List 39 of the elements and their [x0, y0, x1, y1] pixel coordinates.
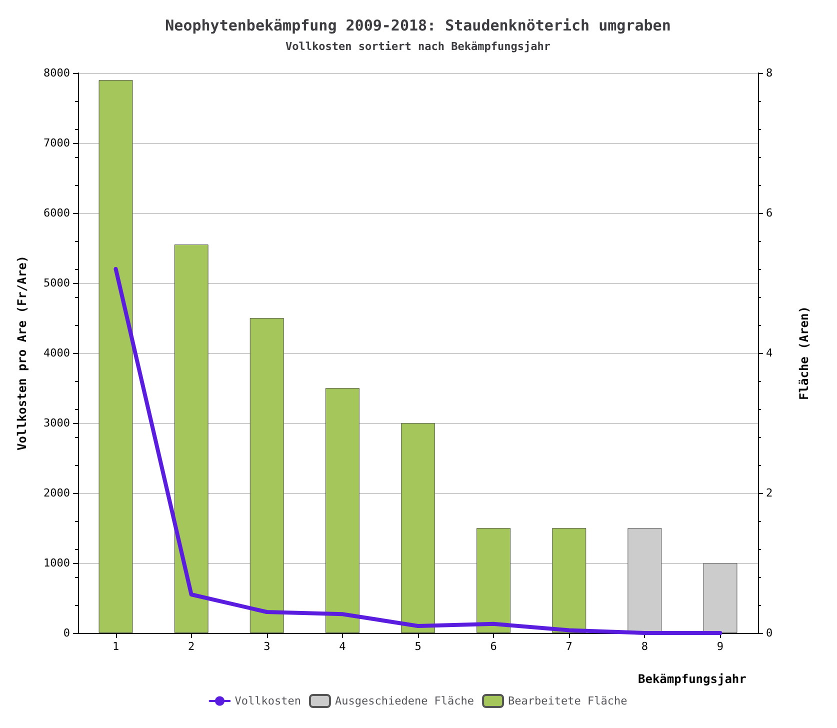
- y-axis-title: Vollkosten pro Are (Fr/Are): [15, 255, 29, 451]
- y-tick-label: 6000: [44, 206, 70, 220]
- line-series: [114, 267, 722, 635]
- y2-tick-label: 0: [766, 626, 773, 640]
- x-tick-label: 7: [566, 640, 572, 653]
- y-tick-label: 2000: [44, 486, 70, 500]
- y-tick-label: 0: [63, 626, 70, 640]
- x-tick-label: 4: [339, 640, 346, 653]
- x-tick-label: 2: [188, 640, 195, 653]
- y2-tick-label: 4: [766, 346, 773, 360]
- legend-label: Vollkosten: [234, 694, 301, 708]
- legend-label: Bearbeitete Fläche: [508, 694, 628, 708]
- x-tick-label: 9: [716, 640, 724, 653]
- y2-tick-label: 2: [766, 486, 773, 500]
- chart-subtitle: Vollkosten sortiert nach Bekämpfungsjahr: [286, 40, 551, 53]
- legend-label: Ausgeschiedene Fläche: [334, 694, 474, 708]
- x-tick-label: 5: [414, 640, 422, 653]
- bar: [98, 80, 133, 633]
- y-tick-label: 3000: [44, 416, 70, 430]
- y2-tick-label: 6: [766, 206, 773, 220]
- chart-title: Neophytenbekämpfung 2009-2018: Staudenknöterich umgraben: [165, 16, 671, 34]
- x-tick-label: 6: [490, 640, 497, 653]
- y2-tick-label: 8: [766, 66, 773, 80]
- x-tick-label: 1: [112, 640, 120, 653]
- x-tick-label: 3: [264, 640, 270, 653]
- bar: [552, 528, 586, 633]
- y-tick-label: 7000: [44, 136, 70, 150]
- bar: [401, 423, 435, 633]
- bar: [250, 318, 284, 633]
- y-tick-label: 4000: [44, 346, 70, 360]
- x-tick-label: 8: [641, 640, 648, 653]
- bar: [174, 244, 208, 633]
- y2-axis-title: Fläche (Aren): [797, 306, 811, 400]
- x-axis-title: Bekämpfungsjahr: [638, 672, 746, 686]
- y-tick-label: 5000: [44, 276, 70, 290]
- y-tick-label: 8000: [44, 66, 70, 80]
- bar: [325, 388, 360, 633]
- bar: [476, 528, 511, 633]
- y-tick-label: 1000: [44, 556, 70, 570]
